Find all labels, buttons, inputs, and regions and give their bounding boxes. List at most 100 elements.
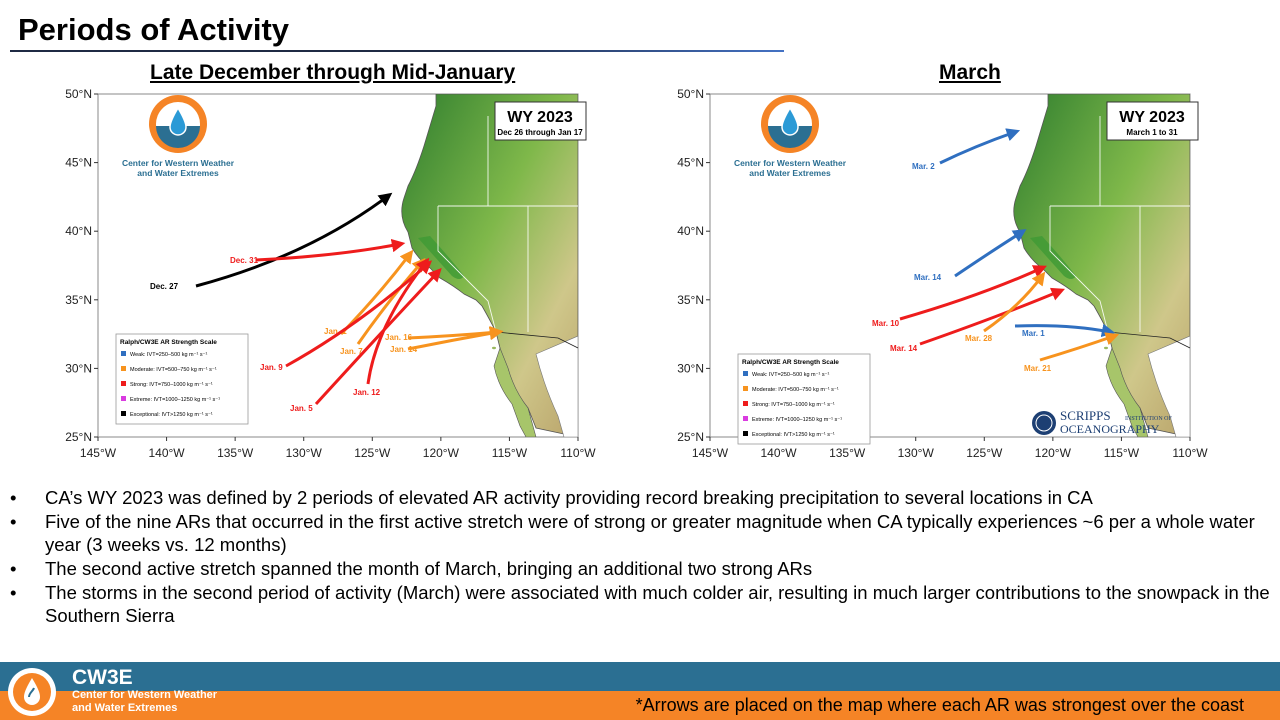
ar-arrow-label: Jan. 5	[290, 404, 313, 413]
lon-label: 110°W	[560, 446, 596, 460]
ar-arrow-label: Jan. 16	[385, 333, 413, 342]
channel-islands	[492, 346, 496, 350]
legend-title: Ralph/CW3E AR Strength Scale	[742, 359, 839, 366]
lon-label: 120°W	[1035, 446, 1072, 460]
bullet-item: • The second active stretch spanned the …	[8, 557, 1276, 580]
bullet-text: Five of the nine ARs that occurred in th…	[45, 511, 1255, 555]
lon-label: 110°W	[1172, 446, 1208, 460]
lat-label: 35°N	[65, 293, 92, 307]
lon-label: 140°W	[760, 446, 797, 460]
lat-label: 25°N	[677, 430, 704, 444]
bullet-list: • CA’s WY 2023 was defined by 2 periods …	[8, 486, 1276, 628]
bullet-item: • Five of the nine ARs that occurred in …	[8, 510, 1276, 556]
wy-title: WY 2023	[1119, 109, 1185, 126]
ar-arrow-label: Mar. 10	[872, 319, 900, 328]
wy-title: WY 2023	[507, 109, 573, 126]
lat-label: 50°N	[677, 87, 704, 101]
legend-swatch	[121, 411, 126, 416]
ar-arrow	[939, 128, 1021, 165]
ar-arrow-label: Jan. 7	[340, 347, 363, 356]
lon-label: 120°W	[423, 446, 460, 460]
ar-arrow-label: Jan. 1	[324, 327, 347, 336]
footer-brand: CW3E	[72, 666, 133, 689]
legend-label: Extreme: IVT=1000–1250 kg m⁻¹ s⁻¹	[130, 397, 220, 403]
legend-label: Moderate: IVT=500–750 kg m⁻¹ s⁻¹	[752, 387, 839, 393]
cw3e-map-logo	[149, 95, 207, 153]
gulf-of-california	[535, 335, 578, 437]
legend-label: Extreme: IVT=1000–1250 kg m⁻¹ s⁻¹	[752, 417, 842, 423]
legend-swatch	[743, 401, 748, 406]
footer-blue-band	[0, 662, 1280, 691]
map-org-name: Center for Western Weather	[734, 158, 847, 168]
bullet-text: The storms in the second period of activ…	[45, 582, 1270, 626]
ar-arrow-label: Jan. 9	[260, 363, 283, 372]
legend-title: Ralph/CW3E AR Strength Scale	[120, 339, 217, 346]
ar-arrow	[195, 192, 393, 288]
bullet-text: The second active stretch spanned the mo…	[45, 558, 813, 579]
central-valley	[1030, 236, 1076, 279]
lat-label: 30°N	[65, 361, 92, 375]
ar-arrow-label: Mar. 2	[912, 162, 935, 171]
state-borders	[437, 116, 578, 333]
slide-title: Periods of Activity	[18, 12, 290, 47]
lon-label: 125°W	[966, 446, 1003, 460]
ar-arrow	[1014, 323, 1116, 338]
ar-arrow-label: Jan. 14	[390, 345, 418, 354]
ar-strength-legend: Ralph/CW3E AR Strength Scale Weak: IVT=25…	[115, 333, 249, 425]
bullet-item: • CA’s WY 2023 was defined by 2 periods …	[8, 486, 1276, 509]
ar-arrow-label: Mar. 1	[1022, 329, 1045, 338]
map-org-name: and Water Extremes	[137, 168, 219, 178]
legend-label: Exceptional: IVT>1250 kg m⁻¹ s⁻¹	[752, 432, 835, 438]
lon-label: 145°W	[80, 446, 117, 460]
mexico-border	[495, 331, 578, 349]
ar-arrow-label: Mar. 21	[1024, 364, 1052, 373]
cw3e-logo-icon	[8, 668, 56, 716]
ar-arrow	[1039, 332, 1120, 362]
state-borders	[1049, 116, 1190, 333]
lat-label: 40°N	[65, 224, 92, 238]
mexico-border	[1107, 331, 1190, 349]
central-valley	[418, 236, 464, 279]
lon-label: 115°W	[492, 446, 528, 460]
legend-swatch	[743, 386, 748, 391]
legend-label: Exceptional: IVT>1250 kg m⁻¹ s⁻¹	[130, 412, 213, 418]
baja-peninsula	[1105, 347, 1149, 437]
lon-label: 130°W	[898, 446, 935, 460]
map-org-name: Center for Western Weather	[122, 158, 235, 168]
ar-arrow-label: Jan. 12	[353, 388, 381, 397]
ar-arrow-label: Mar. 14	[890, 344, 918, 353]
lat-label: 50°N	[65, 87, 92, 101]
legend-swatch	[121, 351, 126, 356]
map-org-name: and Water Extremes	[749, 168, 831, 178]
lat-label: 25°N	[65, 430, 92, 444]
lon-label: 115°W	[1104, 446, 1140, 460]
ar-arrow	[983, 271, 1046, 333]
ar-arrow	[356, 257, 426, 345]
ar-map-dec-jan: 50°N 45°N 40°N 35°N 30°N 25°N 145°W 140°W 135°W 1…	[65, 87, 596, 460]
ar-arrow	[255, 238, 406, 262]
footer-bar: CW3E Center for Western Weather and Wate…	[0, 662, 1280, 720]
footer-note: *Arrows are placed on the map where each…	[635, 695, 1244, 715]
ar-arrow-label: Dec. 31	[230, 256, 259, 265]
lon-label: 130°W	[286, 446, 323, 460]
lon-label: 140°W	[148, 446, 185, 460]
wy-subtitle: Dec 26 through Jan 17	[497, 128, 583, 137]
ar-arrow-label: Mar. 14	[914, 273, 942, 282]
gulf-of-california	[1147, 335, 1190, 437]
cw3e-map-logo	[761, 95, 819, 153]
lon-label: 145°W	[692, 446, 729, 460]
baja-peninsula	[493, 347, 537, 437]
ar-arrow	[919, 287, 1065, 346]
legend-label: Strong: IVT=750–1000 kg m⁻¹ s⁻¹	[130, 382, 213, 388]
legend-label: Weak: IVT=250–500 kg m⁻¹ s⁻¹	[130, 352, 208, 358]
legend-swatch	[743, 431, 748, 436]
ar-arrow	[366, 257, 430, 385]
ar-arrow	[314, 268, 442, 406]
legend-label: Moderate: IVT=500–750 kg m⁻¹ s⁻¹	[130, 367, 217, 373]
legend-label: Strong: IVT=750–1000 kg m⁻¹ s⁻¹	[752, 402, 835, 408]
lat-label: 40°N	[677, 224, 704, 238]
ar-arrow	[407, 326, 504, 351]
legend-swatch	[121, 396, 126, 401]
wy-info-box: WY 2023 March 1 to 31	[1106, 101, 1199, 141]
water-drop-icon	[169, 106, 187, 136]
